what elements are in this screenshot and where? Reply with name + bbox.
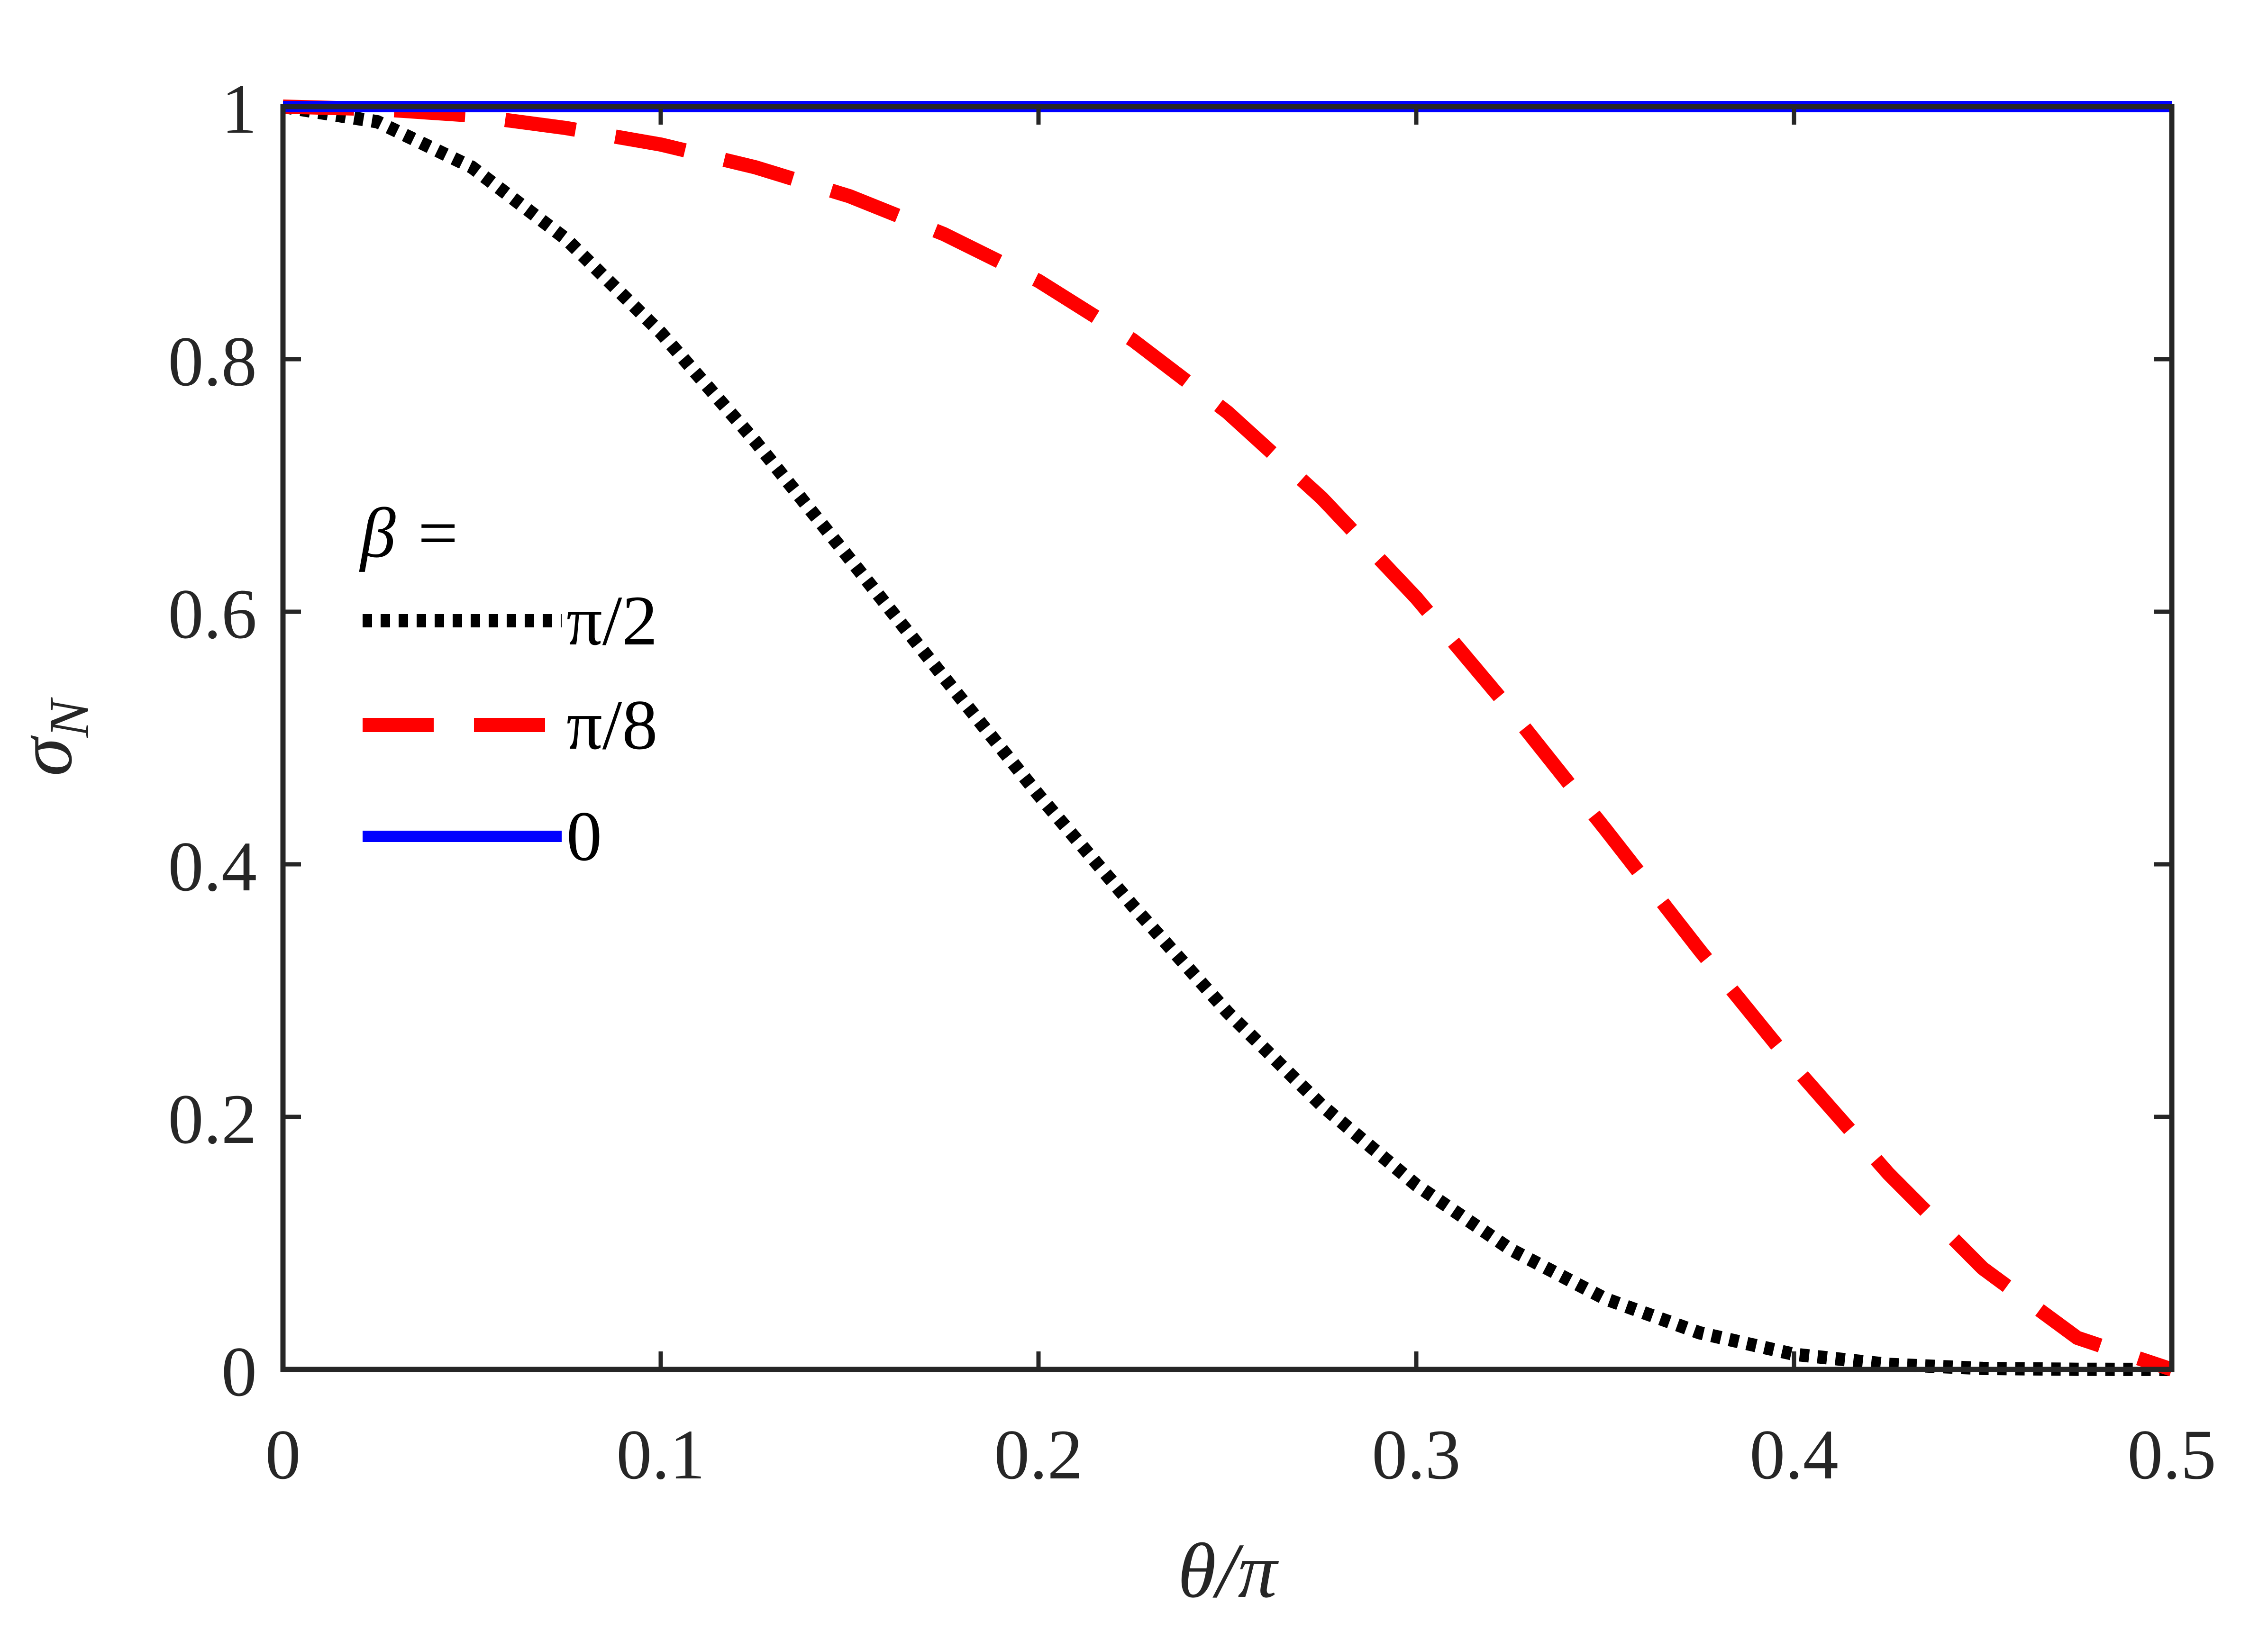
plot-frame xyxy=(280,104,2175,1372)
legend-label-1: π/2 xyxy=(566,581,657,660)
y-axis-label-subscript: N xyxy=(37,697,100,738)
y-tick-label: 0.2 xyxy=(168,1080,257,1159)
legend-label-3: 0 xyxy=(566,797,602,876)
x-tick-label: 0.4 xyxy=(1749,1415,1839,1494)
legend: β = π/2 π/8 0 xyxy=(359,494,657,876)
y-tick-label: 0.6 xyxy=(168,575,257,653)
y-tick-label: 0.8 xyxy=(168,322,257,401)
legend-items: π/2 π/8 0 xyxy=(363,581,657,876)
tick-labels-layer: 0 0.1 0.2 0.3 0.4 0.5 0 0.2 0.4 0.6 0.8 1 xyxy=(168,70,2216,1494)
legend-title: β = xyxy=(359,494,461,572)
y-axis-label-base: σ xyxy=(1,735,88,776)
x-tick-label: 0.1 xyxy=(616,1415,705,1494)
series-line-1 xyxy=(282,100,2172,1376)
x-axis-label: θ/π xyxy=(1178,1527,1279,1614)
legend-label-2: π/8 xyxy=(566,686,657,764)
y-tick-label: 0 xyxy=(221,1332,257,1411)
x-tick-label: 0 xyxy=(265,1415,301,1494)
y-tick-label: 1 xyxy=(221,70,257,148)
x-tick-label: 0.5 xyxy=(2127,1415,2216,1494)
ticks-layer xyxy=(281,104,2174,1372)
x-tick-label: 0.2 xyxy=(994,1415,1083,1494)
series-line-2 xyxy=(282,100,2174,1377)
x-tick-label: 0.3 xyxy=(1372,1415,1461,1494)
y-axis-label: σN xyxy=(1,697,100,776)
y-tick-label: 0.4 xyxy=(168,827,257,906)
